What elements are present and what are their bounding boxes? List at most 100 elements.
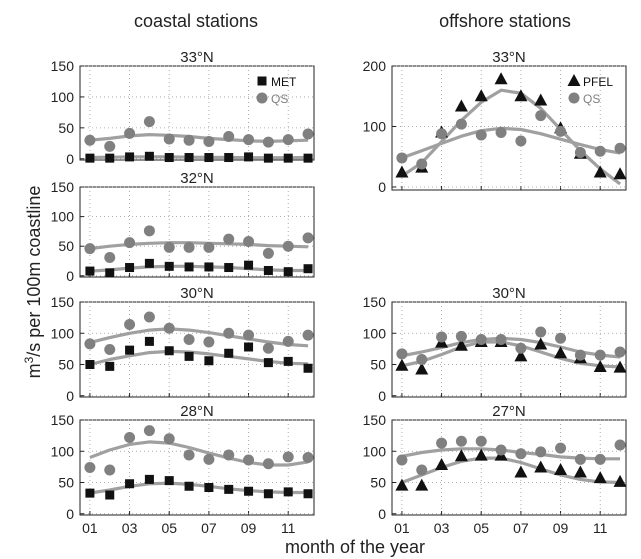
point-qs (416, 158, 428, 170)
point-qs (203, 241, 215, 253)
point-pfel (514, 465, 528, 478)
panel-frame (79, 186, 315, 278)
point-pfel (593, 471, 607, 484)
point-qs (416, 464, 428, 476)
point-qs (124, 319, 136, 330)
point-qs (243, 134, 255, 146)
point-met (85, 266, 95, 276)
y-tick-label: 50 (58, 357, 74, 373)
y-tick-label: 0 (66, 268, 74, 284)
panel-frame (391, 419, 627, 516)
point-qs (223, 233, 235, 245)
point-qs (84, 134, 96, 146)
panel-offshore-30n: 30°N 0 50 100 150 (363, 285, 627, 404)
y-tick-label: 50 (58, 475, 74, 491)
y-tick-label: 50 (58, 120, 74, 136)
y-tick-label: 0 (378, 506, 386, 522)
panel-title: 28°N (180, 403, 214, 420)
point-met (105, 361, 115, 371)
point-qs (455, 330, 467, 342)
point-qs (282, 451, 294, 463)
point-met (303, 489, 313, 499)
point-met (283, 153, 293, 163)
point-qs (535, 110, 547, 122)
point-met (244, 152, 254, 162)
point-met (144, 151, 154, 161)
point-qs (203, 336, 215, 348)
y-tick-label: 100 (51, 209, 75, 225)
point-pfel (554, 463, 568, 475)
point-qs (183, 334, 195, 345)
fit-line-qs (401, 447, 621, 461)
point-qs (223, 131, 235, 142)
point-qs (515, 448, 527, 460)
fit-line-met (89, 349, 309, 367)
x-tick-label: 11 (593, 520, 608, 536)
point-met (204, 356, 214, 366)
y-tick-label: 50 (58, 238, 74, 254)
point-qs (574, 453, 586, 465)
point-qs (436, 437, 448, 449)
fit-line-qs (89, 327, 309, 348)
y-axis-label: m3/s per 100m coastline (22, 186, 44, 379)
point-qs (183, 134, 195, 146)
y-axis-label-prefix: m (24, 363, 44, 378)
point-qs (104, 344, 116, 355)
point-pfel (554, 346, 568, 359)
point-met (184, 351, 194, 361)
fit-line-met (89, 264, 309, 273)
legend-marker-qs (256, 92, 268, 104)
x-axis-label: month of the year (285, 537, 425, 557)
point-qs (302, 128, 314, 140)
point-pfel (494, 72, 508, 85)
point-pfel (415, 362, 429, 375)
point-qs (84, 243, 96, 255)
x-tick-label: 03 (122, 520, 138, 536)
point-met (184, 262, 194, 272)
point-met (184, 153, 194, 163)
panels: 33°N050100150METQS32°N05010015030°N05010… (51, 49, 627, 536)
point-pfel (415, 478, 429, 491)
point-qs (594, 453, 606, 465)
point-qs (203, 453, 215, 465)
point-qs (104, 251, 116, 263)
point-pfel (395, 358, 409, 371)
point-met (263, 489, 273, 499)
point-pfel (395, 165, 409, 178)
point-qs (495, 127, 507, 139)
x-tick-label: 05 (473, 520, 489, 536)
legend-label-met: MET (271, 75, 297, 89)
x-tick-label: 07 (513, 520, 529, 536)
point-met (303, 264, 313, 274)
point-met (224, 484, 234, 494)
point-qs (416, 354, 428, 365)
y-tick-label: 100 (51, 325, 75, 341)
panel-title: 33°N (492, 49, 526, 66)
y-tick-label: 100 (363, 443, 387, 459)
point-qs (396, 152, 408, 164)
point-met (125, 345, 135, 355)
point-qs (163, 133, 175, 145)
point-qs (143, 225, 155, 237)
point-qs (396, 454, 408, 466)
point-met (85, 360, 95, 369)
point-qs (262, 342, 274, 354)
point-qs (84, 462, 96, 473)
point-pfel (454, 338, 468, 351)
point-met (85, 488, 95, 498)
point-qs (396, 348, 408, 360)
point-qs (455, 118, 467, 130)
panel-title: 33°N (180, 49, 214, 66)
point-pfel (593, 360, 607, 372)
point-qs (262, 458, 274, 470)
fit-line-qs (401, 126, 621, 160)
y-tick-label: 100 (363, 118, 387, 134)
panel-offshore-27n: 27°N 01 03 05 07 09 11 0 50 100 150 (363, 403, 627, 536)
point-qs (183, 241, 195, 253)
y-tick-label: 0 (378, 179, 386, 195)
panel-frame (79, 419, 315, 516)
y-tick-label: 200 (363, 58, 387, 74)
point-qs (594, 145, 606, 157)
panel-coastal-33n: 33°N 0 50 100 150 MET QS (51, 49, 315, 167)
point-met (244, 486, 254, 496)
